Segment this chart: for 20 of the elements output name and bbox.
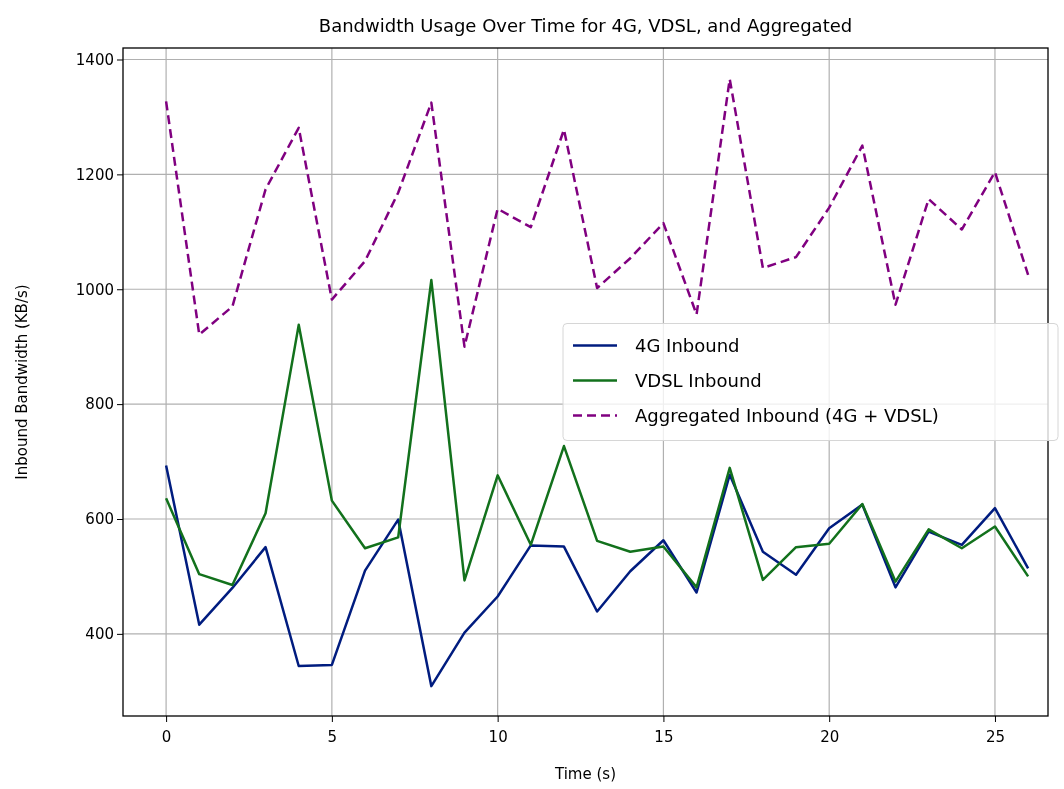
x-tick-label: 5	[327, 727, 338, 746]
x-tick-label: 25	[985, 727, 1005, 746]
legend-label: Aggregated Inbound (4G + VDSL)	[635, 404, 939, 426]
x-tick-label: 10	[488, 727, 508, 746]
legend-label: VDSL Inbound	[635, 369, 762, 391]
legend-label: 4G Inbound	[635, 334, 740, 356]
x-tick-label: 0	[161, 727, 172, 746]
y-tick-label: 1400	[75, 50, 114, 69]
y-tick-label: 400	[85, 625, 114, 644]
y-tick-label: 800	[85, 395, 114, 414]
x-tick-label: 20	[820, 727, 840, 746]
line-series	[164, 278, 1030, 589]
x-tick-label: 15	[654, 727, 674, 746]
y-tick-label: 1000	[75, 280, 114, 299]
y-tick-label: 600	[85, 510, 114, 529]
y-axis-title: Inbound Bandwidth (KB/s)	[13, 284, 31, 480]
x-axis-title: Time (s)	[554, 765, 616, 783]
y-tick-label: 1200	[75, 165, 114, 184]
chart-title: Bandwidth Usage Over Time for 4G, VDSL, and Aggregated	[318, 15, 853, 36]
line-series	[164, 464, 1030, 688]
